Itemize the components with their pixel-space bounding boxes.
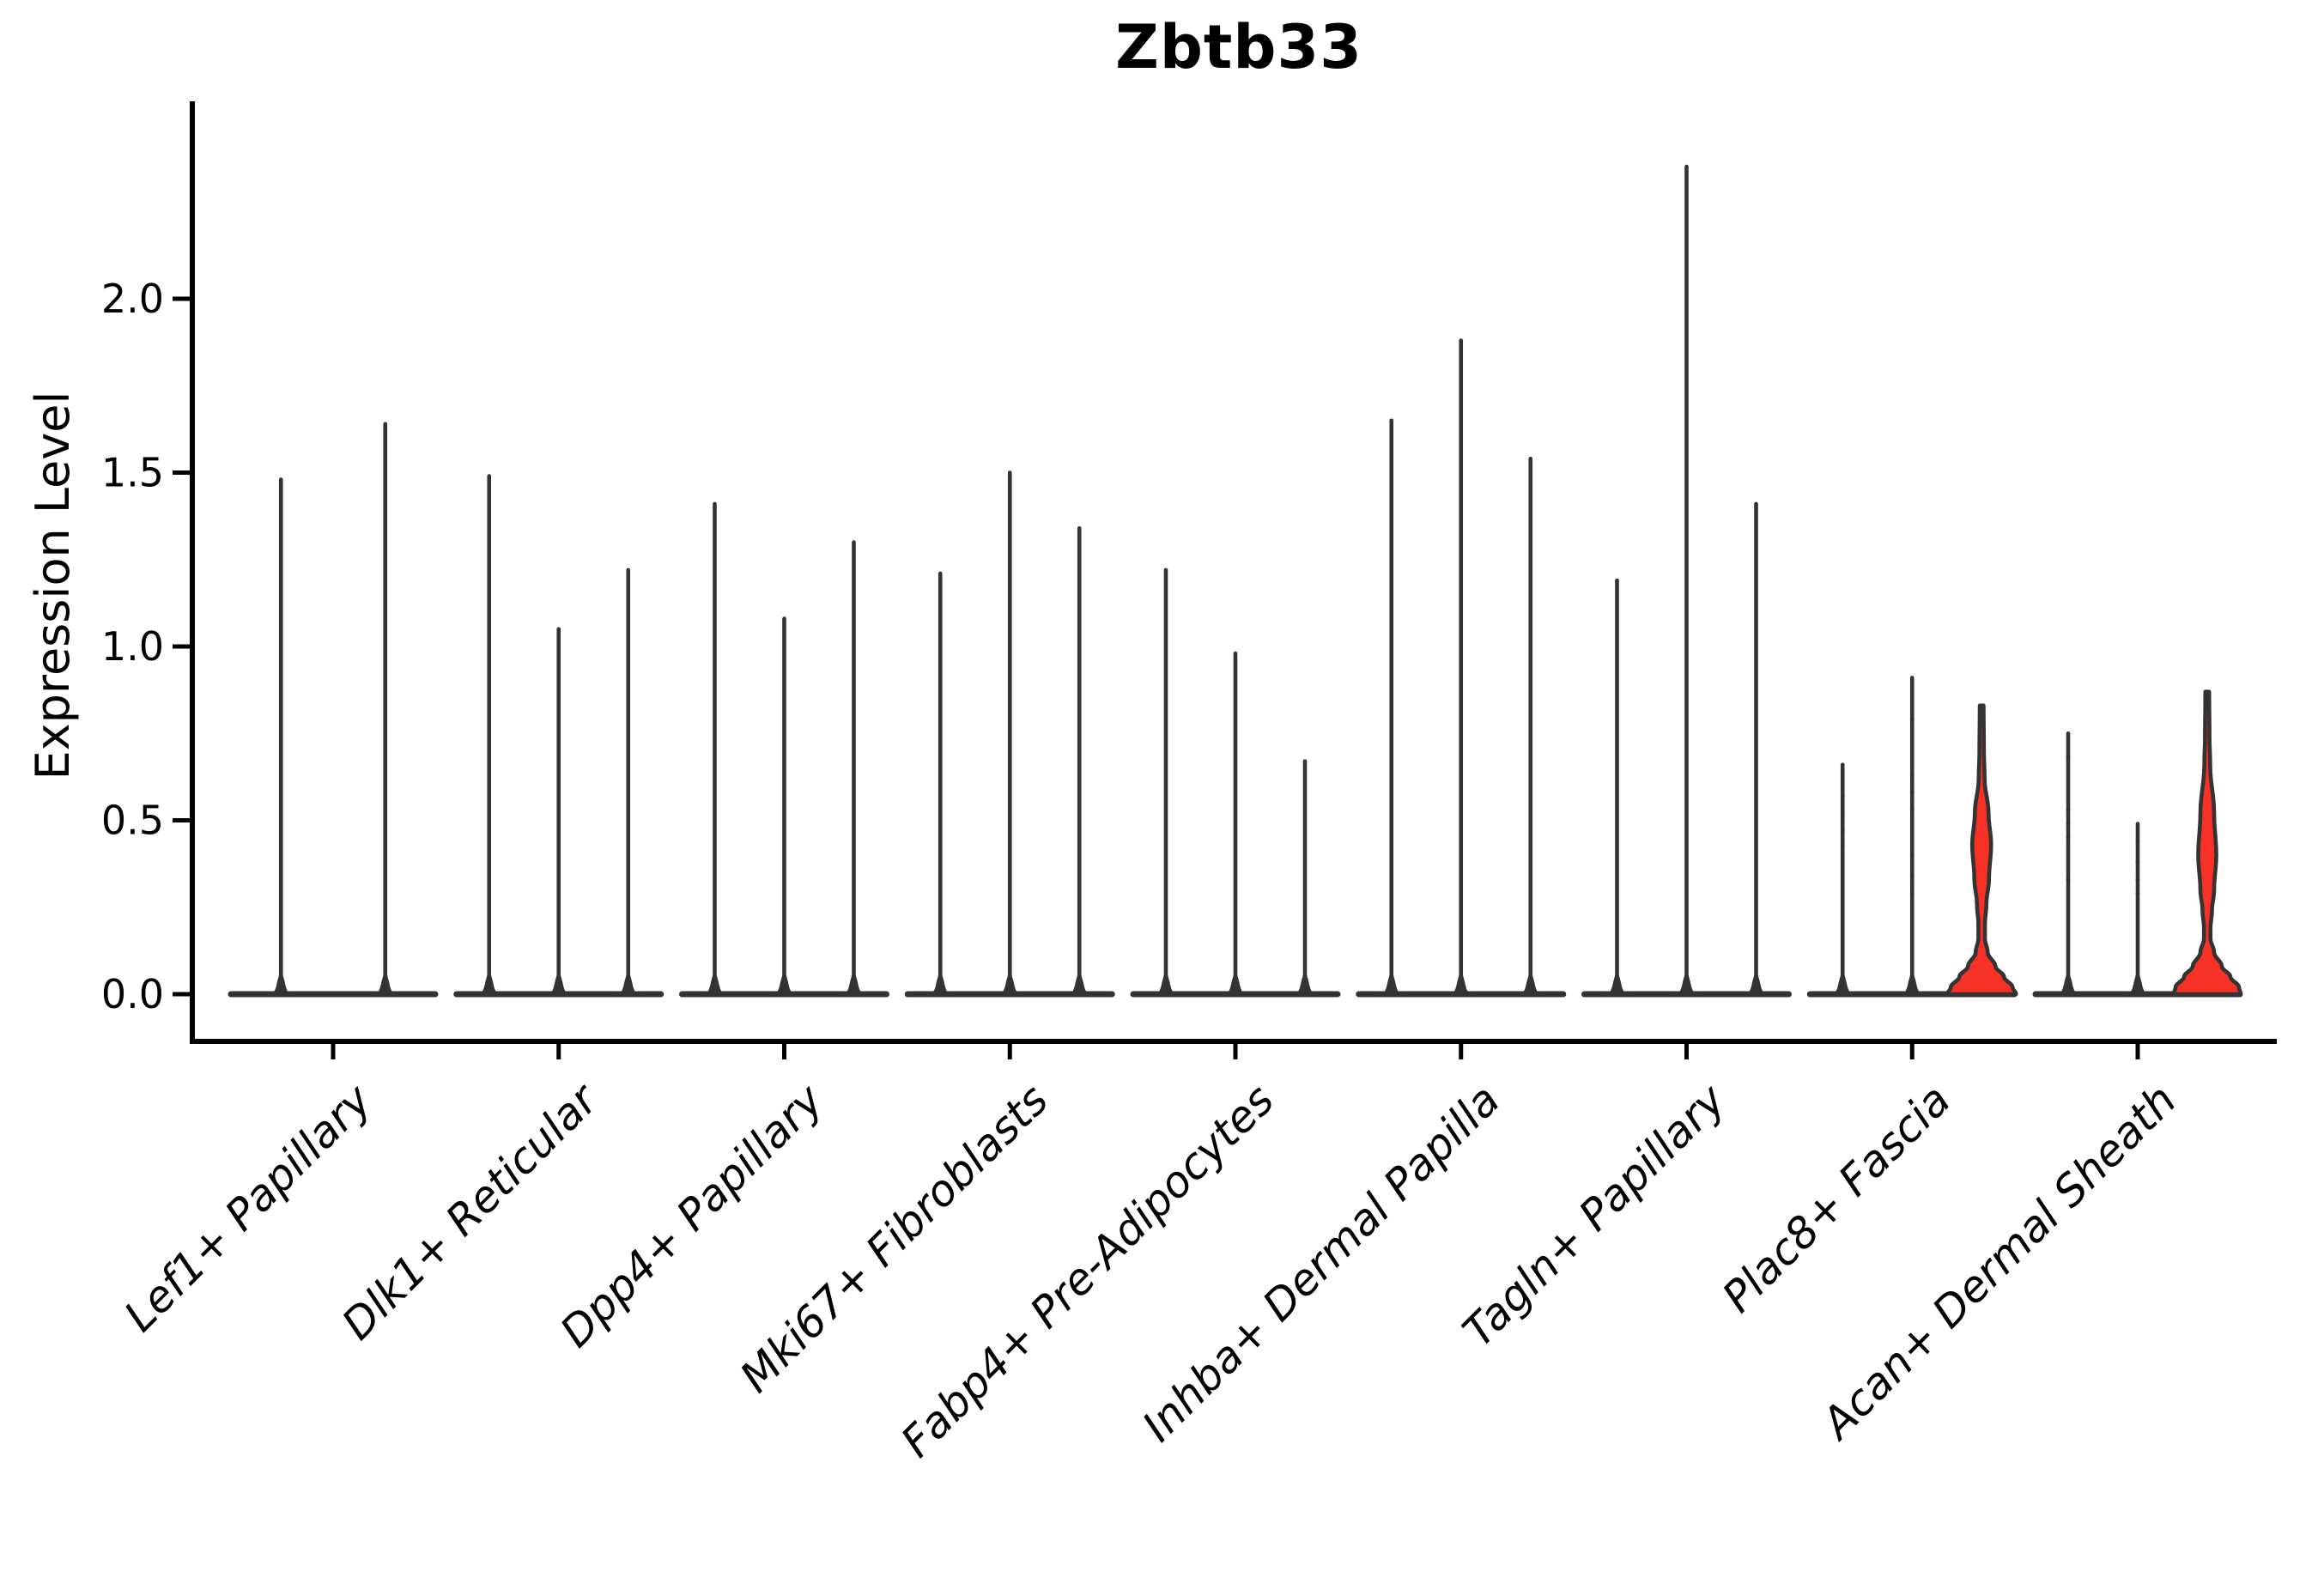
x-tick xyxy=(1909,1044,1914,1059)
jitter-dot xyxy=(1909,873,1914,878)
x-tick xyxy=(331,1044,336,1059)
jitter-dot xyxy=(2066,807,2071,812)
jitter-dot xyxy=(1909,717,1914,722)
y-tick xyxy=(173,992,190,997)
y-axis-spine xyxy=(190,101,195,1044)
jitter-dot xyxy=(1840,811,1845,816)
jitter-dot xyxy=(1909,853,1914,858)
violin-figure: Zbtb33 Expression Level 0.0 0.5 1.0 1.5 2.0 … xyxy=(26,12,2277,1467)
x-tick xyxy=(1233,1044,1238,1059)
jitter-dot xyxy=(2135,877,2140,882)
y-tick-label: 1.0 xyxy=(101,623,164,670)
jitter-dot xyxy=(1909,807,1914,812)
chart-title: Zbtb33 xyxy=(1115,12,1362,82)
jitter-dot xyxy=(1909,891,1914,895)
violin-filled xyxy=(2171,689,2243,997)
y-tick xyxy=(173,818,190,822)
y-tick-label: 0.5 xyxy=(101,798,164,844)
x-axis-spine xyxy=(190,1039,2277,1044)
y-tick xyxy=(173,644,190,649)
jitter-dot xyxy=(2066,835,2071,840)
jitter-dot xyxy=(2066,822,2071,826)
x-tick xyxy=(1007,1044,1012,1059)
jitter-dot xyxy=(1909,773,1914,778)
jitter-dot xyxy=(2135,891,2140,895)
y-tick xyxy=(173,296,190,301)
x-tick xyxy=(556,1044,561,1059)
x-tick xyxy=(782,1044,786,1059)
y-tick-label: 1.5 xyxy=(101,450,164,496)
x-tick xyxy=(1684,1044,1689,1059)
y-tick-label: 0.0 xyxy=(101,971,164,1017)
jitter-dot xyxy=(2066,877,2071,882)
x-tick xyxy=(1459,1044,1464,1059)
y-tick xyxy=(173,470,190,475)
plot-area: 0.0 0.5 1.0 1.5 2.0 xyxy=(101,101,2277,1059)
jitter-dot xyxy=(2066,756,2071,760)
y-tick-label: 2.0 xyxy=(101,276,164,322)
jitter-dot xyxy=(2135,839,2140,844)
jitter-dot xyxy=(2135,859,2140,865)
jitter-dot xyxy=(1840,793,1845,798)
jitter-dot xyxy=(1840,842,1845,847)
violin-filled xyxy=(1945,703,2018,997)
x-tick xyxy=(2135,1044,2140,1059)
jitter-dot xyxy=(1909,790,1914,795)
jitter-dot xyxy=(1840,828,1845,834)
